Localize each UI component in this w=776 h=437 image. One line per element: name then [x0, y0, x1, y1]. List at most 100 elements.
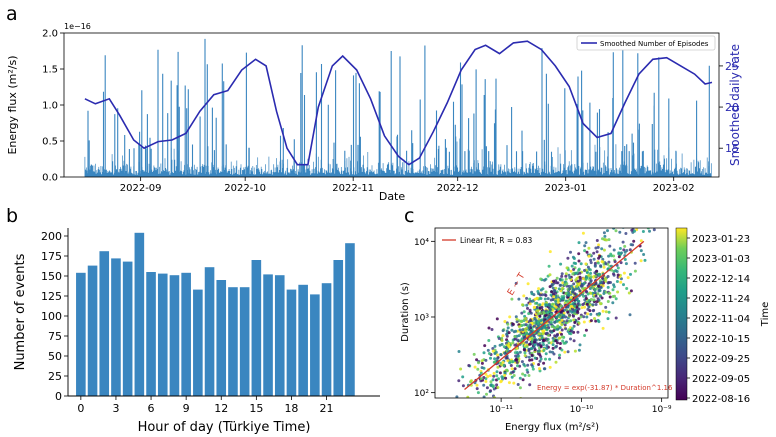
- scatter-point: [497, 337, 501, 340]
- legend-text-a: Smoothed Number of Episodes: [600, 40, 709, 48]
- scatter-point: [602, 292, 606, 295]
- scatter-point: [612, 254, 616, 258]
- bar-hour-15: [251, 260, 262, 396]
- colorbar-tick-label: 2022-08-16: [692, 394, 750, 405]
- scatter-point: [601, 309, 605, 313]
- scatter-point: [606, 300, 610, 303]
- scatter-point: [583, 311, 587, 315]
- scatter-point: [564, 292, 568, 295]
- scatter-point: [628, 313, 632, 317]
- scatter-point: [572, 339, 576, 343]
- scatter-point: [548, 308, 552, 312]
- scatter-point: [484, 372, 488, 376]
- scatter-point: [589, 312, 593, 316]
- scatter-point: [480, 400, 483, 403]
- scatter-point: [578, 271, 582, 275]
- scatter-point: [522, 294, 526, 298]
- scatter-point: [495, 374, 499, 378]
- scatter-point: [472, 352, 476, 356]
- scatter-point: [544, 294, 548, 297]
- x-tick-label-a: 2022-09: [120, 183, 162, 194]
- scatter-point: [499, 379, 503, 383]
- bar-hour-18: [286, 289, 297, 396]
- bar-hour-21: [321, 283, 332, 396]
- scatter-point: [496, 353, 499, 357]
- scatter-point: [538, 303, 542, 307]
- scatter-point: [595, 239, 599, 242]
- scatter-point: [548, 329, 552, 333]
- scatter-point: [503, 320, 507, 323]
- scatter-point: [548, 250, 552, 254]
- scatter-point: [579, 262, 583, 266]
- scatter-point: [486, 348, 490, 352]
- scatter-point: [587, 267, 591, 271]
- scatter-point: [499, 353, 503, 356]
- scatter-point: [536, 290, 540, 293]
- y2-axis-label-a: Smoothed daily rate: [728, 44, 742, 166]
- scatter-point: [587, 305, 591, 309]
- scatter-point: [521, 303, 524, 307]
- scatter-point: [550, 283, 554, 286]
- scatter-point: [572, 282, 576, 286]
- x-tick-label-b: 0: [77, 402, 84, 415]
- bar-hour-13: [228, 287, 238, 396]
- scatter-point: [591, 303, 595, 307]
- scatter-point: [545, 344, 549, 348]
- legend-text-c: Linear Fit, R = 0.83: [460, 236, 532, 245]
- scatter-point: [613, 260, 617, 264]
- scatter-point: [567, 273, 571, 277]
- y-tick-label-b: 25: [48, 370, 62, 383]
- scatter-point: [568, 331, 571, 335]
- scatter-point: [604, 222, 607, 225]
- scatter-point: [532, 293, 536, 297]
- scatter-point: [514, 315, 518, 319]
- scatter-point: [606, 285, 610, 289]
- scatter-point: [587, 254, 591, 258]
- scatter-point: [551, 286, 555, 290]
- scatter-point: [583, 305, 587, 309]
- scatter-point: [536, 309, 540, 313]
- scatter-point: [594, 303, 598, 306]
- scatter-point: [515, 320, 519, 324]
- scatter-point: [642, 207, 645, 210]
- scatter-point: [556, 281, 560, 285]
- scatter-point: [480, 366, 484, 370]
- scatter-point: [556, 332, 559, 336]
- bar-hour-19: [298, 284, 308, 396]
- scatter-point: [482, 351, 486, 355]
- scatter-point: [493, 352, 497, 355]
- x-tick-label-b: 12: [214, 402, 228, 415]
- panel-label-c: c: [404, 205, 414, 227]
- scatter-point: [482, 395, 486, 398]
- scatter-point: [589, 291, 593, 295]
- scatter-point: [561, 286, 565, 290]
- scatter-point: [532, 334, 536, 338]
- scatter-point: [617, 255, 621, 259]
- scatter-point: [503, 373, 507, 377]
- scatter-point: [560, 348, 564, 352]
- scatter-point: [514, 354, 518, 358]
- scatter-point: [538, 367, 541, 371]
- colorbar-ticks: 2023-01-23 2023-01-03 2022-12-14 2022-11-24…: [687, 234, 750, 405]
- scatter-point: [652, 228, 656, 232]
- scatter-point: [639, 249, 643, 253]
- scatter-point: [488, 374, 492, 378]
- scatter-point: [539, 277, 543, 281]
- scatter-point: [501, 334, 505, 338]
- y-axis-label-b: Number of events: [13, 253, 28, 370]
- scatter-point: [584, 262, 588, 266]
- scatter-point: [483, 344, 487, 348]
- scatter-point: [572, 268, 576, 271]
- scatter-point: [557, 356, 561, 360]
- scatter-point: [548, 365, 552, 369]
- scatter-point: [585, 315, 589, 319]
- scatter-point: [539, 297, 543, 300]
- scatter-point: [544, 352, 548, 356]
- scatter-point: [541, 332, 545, 336]
- scatter-point: [531, 299, 534, 303]
- scatter-point: [560, 274, 564, 278]
- scatter-point: [527, 326, 531, 330]
- scatter-point: [596, 245, 600, 249]
- scatter-point: [522, 333, 526, 337]
